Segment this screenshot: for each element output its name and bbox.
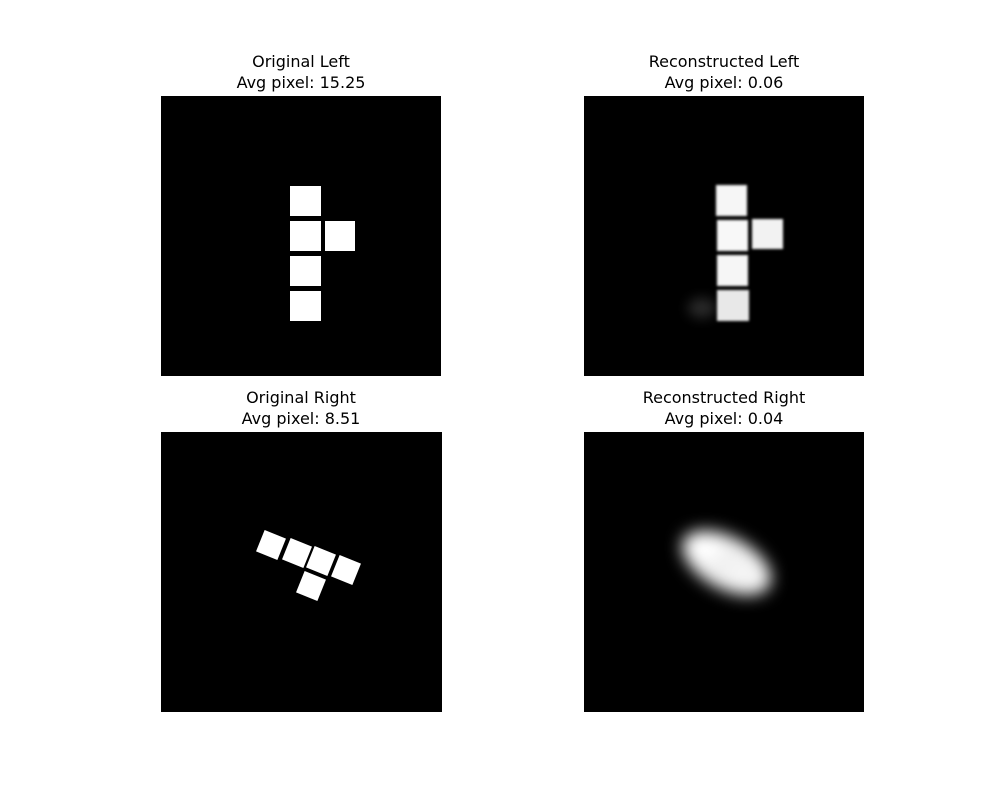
block — [716, 185, 747, 216]
block — [331, 555, 361, 585]
image-original-right-canvas — [161, 432, 442, 712]
image-original-left — [161, 96, 441, 376]
panel-stat-text: Avg pixel: 0.04 — [664, 409, 784, 428]
image-reconstructed-right — [584, 432, 864, 712]
block — [296, 571, 326, 601]
panel-title-reconstructed-right: Reconstructed Right Avg pixel: 0.04 — [564, 387, 884, 429]
block — [256, 530, 286, 560]
block — [290, 221, 321, 251]
image-original-left-canvas — [161, 96, 441, 376]
block — [717, 220, 748, 251]
panel-title-reconstructed-left: Reconstructed Left Avg pixel: 0.06 — [564, 51, 884, 93]
block — [717, 255, 748, 286]
panel-title-text: Reconstructed Right — [642, 388, 806, 407]
panel-title-original-right: Original Right Avg pixel: 8.51 — [141, 387, 461, 429]
block — [290, 256, 321, 286]
block — [752, 219, 783, 249]
block — [290, 291, 321, 321]
image-original-right — [161, 432, 442, 712]
image-reconstructed-left-canvas — [584, 96, 864, 376]
block — [717, 290, 749, 321]
block — [282, 538, 312, 568]
panel-title-original-left: Original Left Avg pixel: 15.25 — [141, 51, 461, 93]
image-reconstructed-left — [584, 96, 864, 376]
image-reconstructed-right-canvas — [584, 432, 864, 712]
panel-title-text: Original Right — [246, 388, 356, 407]
panel-stat-text: Avg pixel: 15.25 — [236, 73, 366, 92]
panel-title-text: Original Left — [252, 52, 350, 71]
block — [290, 186, 321, 216]
panel-title-text: Reconstructed Left — [648, 52, 800, 71]
panel-stat-text: Avg pixel: 0.06 — [664, 73, 784, 92]
blurred-blob — [682, 530, 772, 596]
panel-stat-text: Avg pixel: 8.51 — [241, 409, 361, 428]
block — [325, 221, 355, 251]
block — [306, 546, 336, 576]
